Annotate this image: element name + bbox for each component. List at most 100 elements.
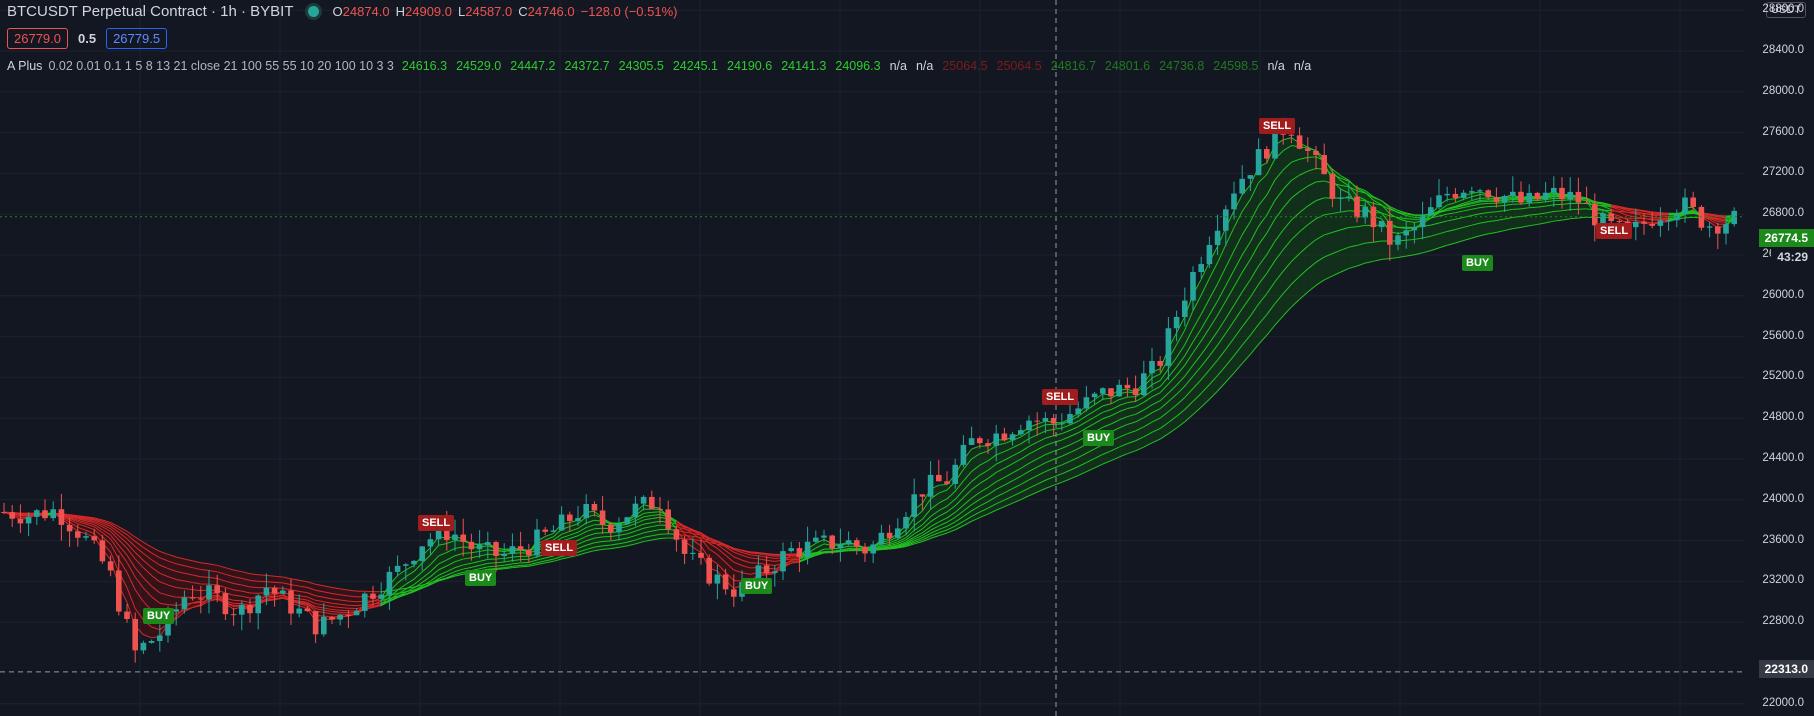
candle-body	[427, 539, 434, 547]
ribbon-line	[1282, 180, 1292, 190]
ribbon-line	[85, 517, 95, 521]
ribbon-line	[1291, 191, 1300, 199]
ribbon-line	[1553, 219, 1563, 222]
buy-button[interactable]: 26779.5	[106, 28, 168, 49]
ribbon-line	[1028, 491, 1038, 497]
ribbon-line	[971, 498, 981, 506]
ribbon-line	[1249, 244, 1260, 260]
candle-body	[1493, 197, 1500, 203]
ribbon-fill	[947, 517, 956, 527]
ribbon-line	[126, 572, 136, 590]
symbol-title[interactable]: BTCUSDT Perpetual Contract · 1h · BYBIT	[7, 3, 294, 20]
ribbon-line	[1291, 298, 1300, 308]
ribbon-line	[134, 552, 144, 561]
indicator-name[interactable]: A Plus	[7, 59, 43, 73]
ribbon-fill	[1488, 203, 1497, 207]
ribbon-line	[1455, 240, 1464, 244]
ribbon-fill	[209, 570, 218, 579]
ribbon-line	[1159, 401, 1169, 410]
sell-button[interactable]: 26779.0	[7, 28, 68, 49]
ribbon-line	[1438, 208, 1448, 212]
ribbon-fill	[578, 517, 587, 529]
ribbon-line	[938, 489, 948, 494]
ribbon-line	[627, 543, 636, 547]
ribbon-fill	[1234, 326, 1243, 356]
ribbon-fill	[315, 606, 324, 611]
ribbon-line	[594, 527, 603, 530]
ribbon-fill	[914, 528, 923, 538]
ribbon-line	[299, 598, 308, 601]
candle-body	[1616, 221, 1623, 223]
ribbon-line	[1381, 200, 1391, 207]
currency-label[interactable]: USDT	[1766, 2, 1806, 18]
ribbon-line	[430, 563, 439, 573]
ribbon-line	[946, 498, 956, 507]
ribbon-line	[200, 599, 210, 603]
ribbon-line	[1200, 398, 1210, 408]
ribbon-fill	[528, 556, 537, 563]
ribbon-fill	[635, 524, 644, 532]
ribbon-line	[1545, 204, 1554, 207]
ribbon-fill	[996, 485, 1005, 497]
ribbon-line	[1225, 372, 1235, 383]
ribbon-line	[1249, 283, 1260, 298]
ribbon-fill	[1168, 404, 1177, 423]
ribbon-line	[1020, 479, 1030, 485]
ribbon-fill	[118, 550, 127, 573]
ribbon-line	[1282, 197, 1292, 209]
ribbon-fill	[1340, 175, 1349, 186]
ribbon-line	[545, 555, 554, 559]
ribbon-line	[1151, 417, 1161, 423]
ribbon-line	[1143, 404, 1153, 411]
ribbon-line	[69, 515, 78, 519]
ribbon-line	[1176, 344, 1186, 358]
ribbon-fill	[307, 600, 316, 607]
ribbon-line	[1217, 300, 1227, 316]
ribbon-fill	[323, 585, 332, 594]
ribbon-line	[1168, 404, 1177, 413]
ribbon-fill	[1291, 212, 1300, 240]
ribbon-fill	[635, 532, 644, 540]
candle-body	[1567, 191, 1573, 200]
ribbon-line	[348, 589, 357, 592]
ribbon-line	[1282, 239, 1292, 250]
ribbon-line	[495, 567, 505, 569]
ribbon-line	[69, 514, 78, 517]
ribbon-line	[323, 611, 333, 615]
ribbon-fill	[635, 520, 644, 528]
ribbon-fill	[1480, 212, 1489, 224]
ribbon-line	[1340, 184, 1349, 188]
ribbon-line	[889, 547, 898, 550]
ribbon-line	[340, 611, 349, 614]
ribbon-fill	[94, 529, 103, 543]
ribbon-line	[938, 525, 948, 531]
ribbon-line	[241, 577, 251, 581]
ribbon-line	[1012, 467, 1022, 474]
candle-body	[362, 593, 368, 611]
candle-body	[665, 509, 671, 530]
ribbon-fill	[1357, 243, 1366, 266]
ribbon-line	[1307, 261, 1317, 270]
ribbon-line	[397, 594, 406, 599]
ribbon-line	[1455, 198, 1464, 204]
ribbon-fill	[184, 558, 193, 568]
ribbon-line	[463, 566, 472, 570]
ribbon-line	[684, 526, 693, 531]
ribbon-fill	[1242, 279, 1251, 309]
ribbon-line	[1496, 204, 1505, 207]
ribbon-line	[1069, 440, 1079, 446]
candle-body	[780, 551, 786, 572]
indicator-legend[interactable]: A Plus 0.02 0.01 0.1 1 5 8 13 21 close 2…	[7, 59, 1320, 73]
ribbon-fill	[1143, 412, 1152, 427]
ribbon-line	[397, 569, 407, 576]
ribbon-line	[1241, 315, 1251, 328]
ribbon-line	[930, 492, 940, 500]
ribbon-line	[963, 520, 972, 527]
ribbon-line	[233, 569, 242, 573]
ribbon-line	[758, 552, 767, 555]
ribbon-line	[249, 579, 259, 582]
ribbon-line	[463, 557, 472, 560]
ribbon-line	[979, 450, 989, 455]
ribbon-line	[176, 587, 185, 590]
